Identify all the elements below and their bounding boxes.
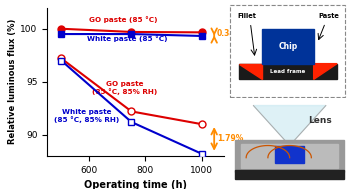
Text: Lens: Lens [308,116,331,125]
Text: GO paste (85 °C): GO paste (85 °C) [89,16,157,23]
Text: 1.79%: 1.79% [217,134,243,143]
Bar [262,29,314,64]
FancyBboxPatch shape [230,5,345,97]
Text: Chip: Chip [278,42,298,51]
Text: Paste: Paste [318,13,340,19]
Y-axis label: Relative luminous flux (%): Relative luminous flux (%) [8,19,18,144]
Polygon shape [314,64,337,79]
Bar [235,170,344,179]
Text: White paste
(85 °C, 85% RH): White paste (85 °C, 85% RH) [54,109,119,123]
Polygon shape [253,105,326,146]
Text: White paste (85 °C): White paste (85 °C) [87,36,167,43]
Bar [275,146,304,163]
Polygon shape [239,64,262,79]
Text: 0.34%: 0.34% [217,29,243,38]
Bar [235,140,344,172]
Text: Fillet: Fillet [237,13,256,19]
X-axis label: Operating time (h): Operating time (h) [84,180,187,189]
Bar [241,144,338,168]
Bar [239,64,337,79]
Text: Lead frame: Lead frame [270,69,306,74]
Text: GO paste
(85 °C, 85% RH): GO paste (85 °C, 85% RH) [92,81,157,95]
